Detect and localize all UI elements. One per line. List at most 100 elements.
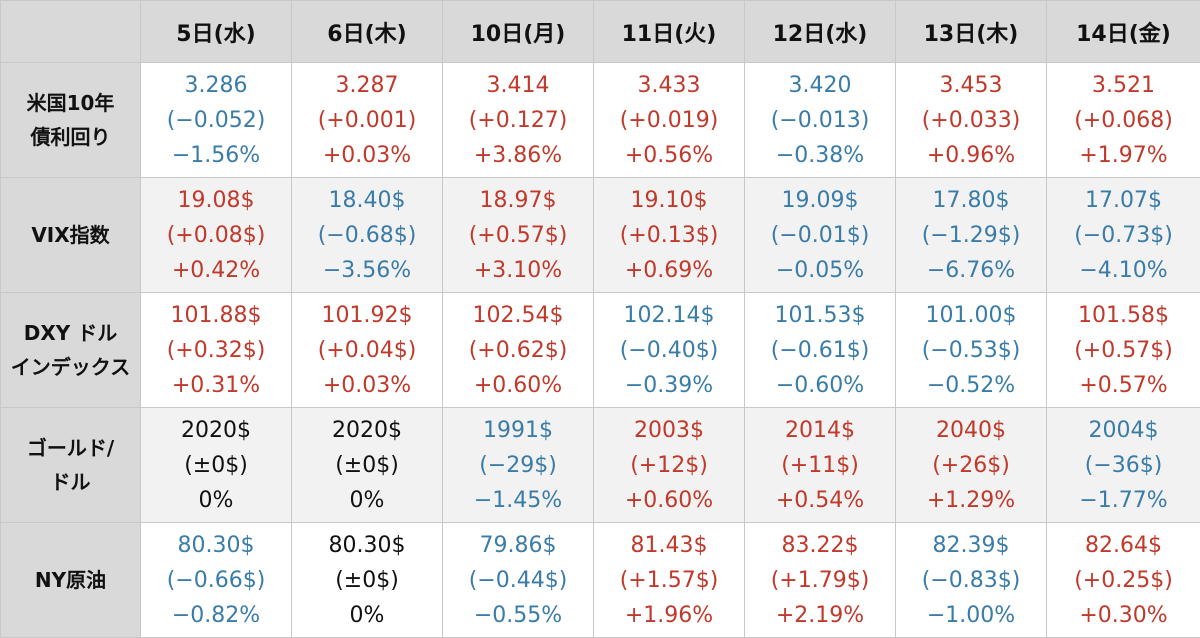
cell-change: (±0$) xyxy=(184,452,248,478)
data-cell: 18.40$ (−0.68$) −3.56% xyxy=(291,177,443,293)
cell-change: (+0.32$) xyxy=(166,337,266,363)
column-header: 12日(水) xyxy=(744,0,896,63)
cell-value: 101.88$ xyxy=(170,302,262,328)
data-cell: 82.64$ (+0.25$) +0.30% xyxy=(1046,522,1200,638)
data-cell: 82.39$ (−0.83$) −1.00% xyxy=(895,522,1047,638)
data-cell: 3.433 (+0.019) +0.56% xyxy=(593,62,745,178)
cell-percent: −0.82% xyxy=(171,602,261,628)
cell-change: (−0.83$) xyxy=(921,567,1021,593)
cell-percent: 0% xyxy=(349,487,385,513)
cell-value: 80.30$ xyxy=(177,532,255,558)
row-label-line: 米国10年 xyxy=(26,91,115,115)
data-cell: 2020$ (±0$) 0% xyxy=(140,407,292,523)
column-header: 13日(木) xyxy=(895,0,1047,63)
table-row: DXY ドル インデックス 101.88$ (+0.32$) +0.31% 101.92$… xyxy=(0,292,1200,408)
cell-change: (−0.66$) xyxy=(166,567,266,593)
cell-percent: +0.42% xyxy=(171,257,261,283)
column-header: 14日(金) xyxy=(1046,0,1200,63)
data-cell: 80.30$ (−0.66$) −0.82% xyxy=(140,522,292,638)
cell-change: (+0.57$) xyxy=(468,222,568,248)
cell-change: (−0.052) xyxy=(166,107,266,133)
data-cell: 3.453 (+0.033) +0.96% xyxy=(895,62,1047,178)
data-cell: 2003$ (+12$) +0.60% xyxy=(593,407,745,523)
data-cell: 80.30$ (±0$) 0% xyxy=(291,522,443,638)
cell-change: (−0.013) xyxy=(770,107,870,133)
cell-value: 3.521 xyxy=(1092,72,1155,98)
cell-change: (±0$) xyxy=(335,452,399,478)
cell-value: 3.414 xyxy=(486,72,550,98)
cell-value: 2004$ xyxy=(1088,417,1159,443)
cell-change: (+0.019) xyxy=(619,107,719,133)
cell-value: 18.40$ xyxy=(328,187,406,213)
cell-value: 17.07$ xyxy=(1085,187,1162,213)
cell-change: (+0.127) xyxy=(468,107,568,133)
row-label-line: インデックス xyxy=(10,355,131,379)
cell-percent: +3.10% xyxy=(473,257,563,283)
cell-percent: −1.56% xyxy=(171,142,261,168)
cell-value: 2003$ xyxy=(634,417,704,443)
cell-value: 102.14$ xyxy=(623,302,715,328)
cell-value: 3.453 xyxy=(939,72,1003,98)
cell-percent: +0.03% xyxy=(322,142,412,168)
cell-percent: 0% xyxy=(198,487,234,513)
cell-percent: −0.55% xyxy=(473,602,563,628)
column-header: 5日(水) xyxy=(140,0,292,63)
row-label-line: VIX指数 xyxy=(31,223,110,247)
data-cell: 17.07$ (−0.73$) −4.10% xyxy=(1046,177,1200,293)
cell-percent: +0.60% xyxy=(624,487,714,513)
cell-value: 3.287 xyxy=(335,72,399,98)
data-cell: 19.10$ (+0.13$) +0.69% xyxy=(593,177,745,293)
column-header: 6日(木) xyxy=(291,0,443,63)
cell-change: (+1.57$) xyxy=(619,567,719,593)
cell-change: (+0.13$) xyxy=(619,222,719,248)
row-label-line: ドル xyxy=(50,470,91,494)
data-cell: 1991$ (−29$) −1.45% xyxy=(442,407,594,523)
cell-change: (+0.04$) xyxy=(317,337,417,363)
cell-value: 82.64$ xyxy=(1085,532,1162,558)
cell-change: (−1.29$) xyxy=(921,222,1021,248)
data-cell: 19.09$ (−0.01$) −0.05% xyxy=(744,177,896,293)
data-cell: 17.80$ (−1.29$) −6.76% xyxy=(895,177,1047,293)
cell-value: 79.86$ xyxy=(479,532,557,558)
row-label: 米国10年 債利回り xyxy=(0,62,141,178)
cell-value: 2014$ xyxy=(785,417,855,443)
cell-percent: −3.56% xyxy=(322,257,412,283)
cell-value: 1991$ xyxy=(483,417,553,443)
cell-value: 102.54$ xyxy=(472,302,564,328)
cell-value: 19.09$ xyxy=(781,187,859,213)
cell-value: 101.92$ xyxy=(321,302,413,328)
cell-change: (−0.73$) xyxy=(1074,222,1173,248)
cell-percent: +1.96% xyxy=(624,602,714,628)
cell-percent: +2.19% xyxy=(775,602,865,628)
cell-percent: −0.05% xyxy=(775,257,865,283)
cell-percent: −1.45% xyxy=(473,487,563,513)
cell-value: 3.433 xyxy=(637,72,701,98)
data-cell: 83.22$ (+1.79$) +2.19% xyxy=(744,522,896,638)
cell-value: 81.43$ xyxy=(630,532,708,558)
cell-percent: −6.76% xyxy=(926,257,1016,283)
cell-change: (+11$) xyxy=(781,452,859,478)
data-cell: 3.420 (−0.013) −0.38% xyxy=(744,62,896,178)
row-label: VIX指数 xyxy=(0,177,141,293)
cell-value: 3.420 xyxy=(788,72,852,98)
data-cell: 3.286 (−0.052) −1.56% xyxy=(140,62,292,178)
data-cell: 79.86$ (−0.44$) −0.55% xyxy=(442,522,594,638)
cell-percent: −1.00% xyxy=(926,602,1016,628)
cell-change: (+0.25$) xyxy=(1074,567,1173,593)
data-cell: 18.97$ (+0.57$) +3.10% xyxy=(442,177,594,293)
cell-change: (+0.08$) xyxy=(166,222,266,248)
cell-change: (−0.40$) xyxy=(619,337,719,363)
cell-value: 2020$ xyxy=(332,417,402,443)
data-cell: 101.92$ (+0.04$) +0.03% xyxy=(291,292,443,408)
data-cell: 3.414 (+0.127) +3.86% xyxy=(442,62,594,178)
cell-value: 3.286 xyxy=(184,72,248,98)
cell-percent: −1.77% xyxy=(1079,487,1168,513)
cell-change: (−0.61$) xyxy=(770,337,870,363)
cell-percent: −0.38% xyxy=(775,142,865,168)
data-cell: 101.00$ (−0.53$) −0.52% xyxy=(895,292,1047,408)
row-label: ゴールド/ドル xyxy=(0,407,141,523)
table-row: VIX指数 19.08$ (+0.08$) +0.42% 18.40$ (−0.68$) −… xyxy=(0,177,1200,293)
cell-value: 101.00$ xyxy=(925,302,1017,328)
table-row: ゴールド/ドル 2020$ (±0$) 0% 2020$ (±0$) 0% 1991$ (−29… xyxy=(0,407,1200,523)
